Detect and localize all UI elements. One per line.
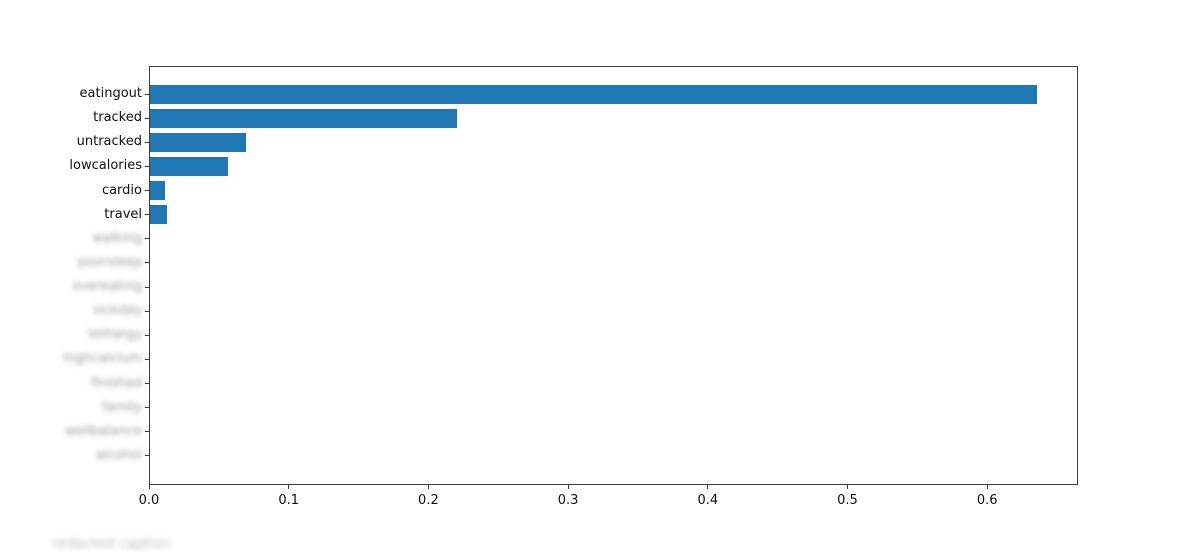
y-axis-label-untracked: untracked [76, 134, 142, 150]
x-axis-tick [427, 485, 429, 489]
y-axis-tick [145, 286, 149, 288]
bar-eatingout [150, 84, 1037, 104]
y-axis-tick [145, 310, 149, 312]
y-axis-label-redacted: family [101, 399, 142, 415]
x-axis-tick [846, 485, 848, 489]
y-axis-tick [145, 455, 149, 457]
bar-untracked [150, 132, 246, 152]
y-axis-tick [145, 214, 149, 216]
y-axis-tick [145, 141, 149, 143]
y-axis-tick [145, 431, 149, 433]
x-tick-label-0.6: 0.6 [976, 493, 998, 508]
plot-area [149, 66, 1078, 485]
y-axis-label-redacted: walking [92, 230, 142, 246]
bar-travel [150, 205, 167, 225]
y-axis-label-tracked: tracked [93, 110, 142, 126]
y-axis-tick [145, 334, 149, 336]
x-axis-tick [707, 485, 709, 489]
y-axis-tick [145, 190, 149, 192]
redacted-caption: redacted caption [52, 536, 171, 552]
x-tick-label-0.3: 0.3 [557, 493, 579, 508]
y-axis-label-redacted: finished [90, 375, 142, 391]
y-axis-tick [145, 407, 149, 409]
y-axis-label-eatingout: eatingout [79, 86, 142, 101]
y-axis-tick [145, 165, 149, 167]
y-axis-label-redacted: lethargy [88, 327, 142, 343]
y-axis-tick [145, 93, 149, 95]
y-axis-label-cardio: cardio [101, 182, 142, 198]
x-tick-label-0.1: 0.1 [278, 493, 300, 508]
y-axis-label-redacted: wellbalance [64, 423, 142, 439]
x-axis-tick [288, 485, 290, 489]
y-axis-tick [145, 117, 149, 119]
x-axis-tick [148, 485, 150, 489]
y-axis-tick [145, 358, 149, 360]
y-axis-label-redacted: alcohol [95, 447, 142, 463]
x-tick-label-0.5: 0.5 [837, 493, 858, 508]
x-tick-label-0.4: 0.4 [697, 493, 719, 508]
y-axis-label-redacted: sickday [93, 303, 142, 319]
bar-tracked [150, 108, 457, 128]
y-axis-label-travel: travel [104, 206, 142, 222]
y-axis-label-redacted: highcalcium [63, 351, 142, 367]
x-tick-label-0.2: 0.2 [418, 493, 439, 508]
y-axis-tick [145, 238, 149, 240]
y-axis-tick [145, 262, 149, 264]
y-axis-label-redacted: overeating [72, 279, 142, 295]
x-tick-label-0.0: 0.0 [138, 493, 160, 508]
y-axis-label-redacted: poorsleep [77, 254, 142, 270]
x-axis-tick [567, 485, 569, 489]
x-axis-tick [986, 485, 988, 489]
bar-cardio [150, 181, 165, 201]
bar-lowcalories [150, 156, 228, 176]
y-axis-tick [145, 383, 149, 385]
y-axis-label-lowcalories: lowcalories [69, 158, 142, 174]
